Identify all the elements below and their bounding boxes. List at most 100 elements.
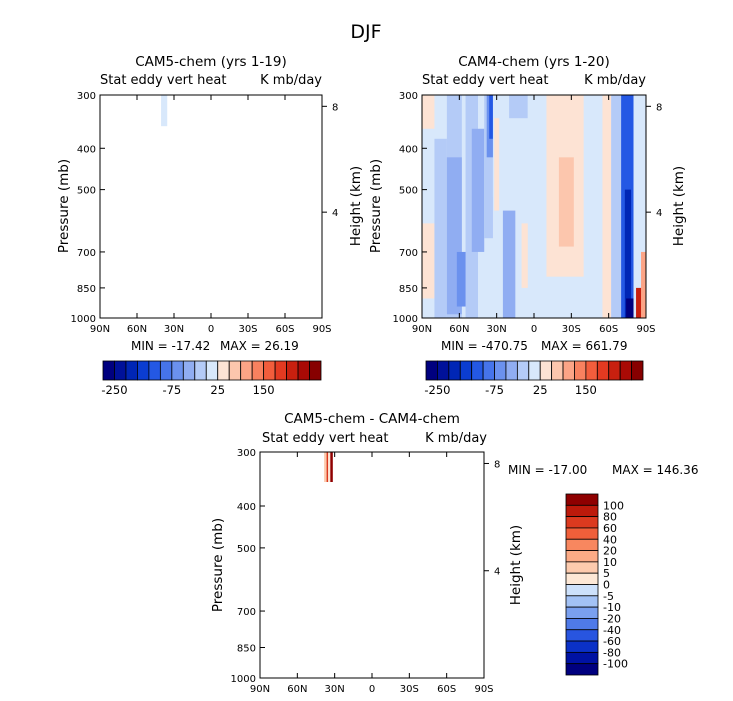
- colorbar-cam5: -250 -75 25 150: [101, 360, 322, 397]
- x-tick-label: 90S: [636, 324, 655, 335]
- panel-diff-subtitle-right: K mb/day: [425, 431, 487, 446]
- y-tick-label: 500: [399, 186, 418, 197]
- panel-cam5-ylabel: Pressure (mb): [56, 159, 72, 253]
- panel-cam5-subtitle-right: K mb/day: [260, 73, 322, 88]
- colorbar-label: 150: [575, 383, 597, 397]
- colorbar-swatch: [240, 360, 253, 381]
- colorbar-swatch: [505, 360, 518, 381]
- panel-cam5-subtitle-left: Stat eddy vert heat: [100, 73, 226, 88]
- colorbar-swatch: [448, 360, 461, 381]
- panel-cam4-title: CAM4-chem (yrs 1-20): [458, 54, 610, 70]
- colorbar-label: -40: [603, 624, 621, 637]
- colorbar-swatch: [182, 360, 196, 381]
- x-tick-label: 90S: [474, 684, 493, 695]
- colorbar-swatch: [565, 606, 599, 619]
- x-tick-label: 30S: [562, 324, 581, 335]
- colorbar-cam4: -250 -75 25 150: [424, 360, 644, 397]
- x-tick-label: 30N: [325, 684, 345, 695]
- y-right-tick-label: 4: [332, 208, 338, 219]
- colorbar-swatch: [194, 360, 207, 381]
- heatmap-cell: [509, 95, 528, 119]
- panel-cam4-ylabel: Pressure (mb): [368, 159, 384, 253]
- colorbar-swatch: [565, 516, 599, 529]
- heatmap-cell: [422, 223, 435, 299]
- panel-cam5-ylabel-right: Height (km): [348, 166, 364, 246]
- colorbar-swatch: [437, 360, 450, 381]
- heatmap-cell: [330, 452, 333, 483]
- colorbar-swatch: [482, 360, 495, 381]
- panel-cam5-plot: 90N 60N 30N 0 30S 60S 90S 300 400 500 700 850 1000 8 4: [71, 91, 339, 335]
- y-tick-label: 1000: [231, 674, 256, 685]
- colorbar-swatch: [263, 360, 276, 381]
- heatmap-cell: [161, 95, 168, 127]
- y-tick-label: 1000: [393, 314, 418, 325]
- y-tick-label: 300: [399, 91, 418, 102]
- colorbar-swatch: [286, 360, 299, 381]
- x-tick-label: 90N: [412, 324, 432, 335]
- colorbar-label: 150: [253, 383, 275, 397]
- y-right-tick-label: 4: [656, 208, 662, 219]
- heatmap-cell: [494, 118, 500, 211]
- colorbar-label: 25: [210, 383, 225, 397]
- colorbar-swatch: [217, 360, 230, 381]
- x-tick-label: 30N: [164, 324, 184, 335]
- y-tick-label: 400: [77, 144, 96, 155]
- heatmap-cell: [611, 95, 622, 318]
- panel-cam4: CAM4-chem (yrs 1-20) Stat eddy vert heat…: [368, 54, 687, 397]
- colorbar-label: 40: [603, 533, 617, 546]
- heatmap-cell: [328, 452, 331, 483]
- colorbar-swatch: [137, 360, 150, 381]
- colorbar-swatch: [565, 550, 599, 563]
- colorbar-swatch: [159, 360, 173, 381]
- colorbar-swatch: [148, 360, 161, 381]
- colorbar-swatch: [297, 360, 310, 381]
- x-tick-label: 90S: [312, 324, 331, 335]
- heatmap-cell: [602, 95, 612, 318]
- colorbar-label: -20: [603, 612, 621, 625]
- y-tick-label: 500: [237, 544, 256, 555]
- colorbar-swatch: [619, 360, 632, 381]
- colorbar-swatch: [585, 360, 598, 381]
- panel-cam4-plot: 90N 60N 30N 0 30S 60S 90S 300 400 500 700 850 1000 8 4: [393, 91, 663, 335]
- colorbar-label: 60: [603, 522, 617, 535]
- colorbar-swatch: [565, 572, 599, 585]
- x-tick-label: 90N: [90, 324, 110, 335]
- colorbar-swatch: [631, 360, 644, 381]
- y-tick-label: 700: [237, 607, 256, 618]
- colorbar-swatch: [228, 360, 242, 381]
- heatmap-cell: [527, 95, 541, 318]
- colorbar-swatch: [565, 493, 599, 506]
- colorbar-label: 100: [603, 499, 624, 512]
- x-tick-label: 30N: [487, 324, 507, 335]
- colorbar-swatch: [574, 360, 587, 381]
- heatmap-cell: [471, 128, 485, 252]
- heatmap-cell: [626, 298, 634, 318]
- x-tick-label: 0: [208, 324, 214, 335]
- x-tick-label: 30S: [238, 324, 257, 335]
- y-tick-label: 500: [77, 186, 96, 197]
- colorbar-swatch: [171, 360, 184, 381]
- y-right-tick-label: 8: [656, 102, 662, 113]
- heatmap-cell: [558, 157, 574, 247]
- panel-cam5: CAM5-chem (yrs 1-19) Stat eddy vert heat…: [56, 54, 364, 397]
- panel-diff-max: MAX = 146.36: [612, 463, 698, 477]
- y-tick-label: 400: [399, 144, 418, 155]
- heatmap-cell: [624, 189, 632, 318]
- panel-diff-plot: 90N 60N 30N 0 30S 60S 90S 300 400 500 700 850 1000 8 4: [231, 448, 501, 695]
- panel-cam5-min: MIN = -17.42: [131, 339, 210, 353]
- y-right-tick-label: 4: [494, 567, 500, 578]
- colorbar-swatch: [539, 360, 553, 381]
- y-tick-label: 700: [399, 248, 418, 259]
- colorbar-swatch: [596, 360, 610, 381]
- panel-diff-ylabel-right: Height (km): [508, 525, 524, 605]
- x-tick-label: 60S: [599, 324, 618, 335]
- colorbar-swatch: [565, 629, 599, 642]
- colorbar-swatch: [565, 640, 599, 653]
- panel-cam4-subtitle-right: K mb/day: [584, 73, 646, 88]
- colorbar-label: 25: [533, 383, 548, 397]
- colorbar-swatch: [565, 651, 599, 665]
- y-tick-label: 700: [77, 248, 96, 259]
- colorbar-swatch: [565, 538, 599, 551]
- colorbar-swatch: [565, 663, 599, 676]
